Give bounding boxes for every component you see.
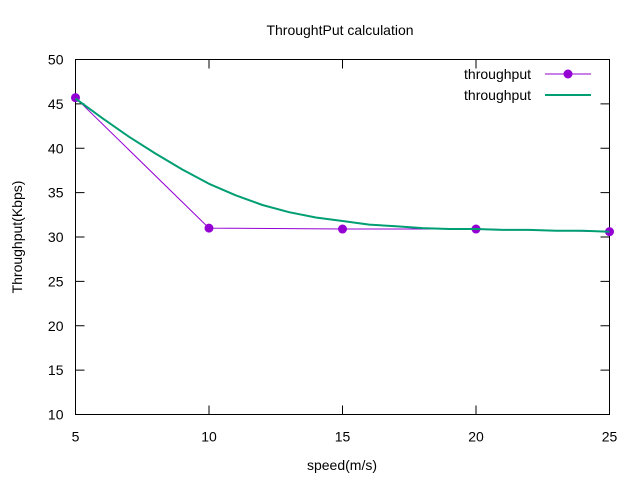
x-tick-label: 25 bbox=[602, 429, 618, 445]
x-tick-label: 20 bbox=[468, 429, 484, 445]
y-axis-label: Throughput(Kbps) bbox=[9, 181, 25, 294]
x-tick-label: 15 bbox=[335, 429, 351, 445]
smooth-throughput-line bbox=[74, 97, 610, 233]
chart-title: ThroughtPut calculation bbox=[266, 22, 413, 38]
y-tick-label: 50 bbox=[48, 52, 64, 68]
x-tick-label: 10 bbox=[201, 429, 217, 445]
data-point bbox=[338, 224, 347, 234]
y-tick-label: 30 bbox=[48, 229, 64, 245]
legend-label: throughput bbox=[464, 87, 531, 103]
axis-ticks: 10 15 20 25 30 35 40 45 50 5 10 15 20 25 bbox=[48, 52, 618, 445]
y-tick-label: 20 bbox=[48, 318, 64, 334]
throughput-line bbox=[75, 97, 610, 233]
y-tick-label: 35 bbox=[48, 185, 64, 201]
legend-label: throughput bbox=[464, 66, 531, 82]
x-axis-label: speed(m/s) bbox=[307, 457, 377, 473]
y-tick-label: 10 bbox=[48, 407, 64, 423]
y-tick-label: 45 bbox=[48, 96, 64, 112]
y-tick-label: 25 bbox=[48, 273, 64, 289]
y-tick-label: 15 bbox=[48, 362, 64, 378]
y-tick-label: 40 bbox=[48, 140, 64, 156]
data-point bbox=[204, 223, 214, 233]
series-layer bbox=[71, 93, 614, 237]
plot-frame bbox=[75, 59, 610, 415]
x-tick-label: 5 bbox=[72, 429, 80, 445]
legend-swatch-point bbox=[563, 69, 573, 79]
legend: throughput throughput bbox=[464, 66, 591, 103]
